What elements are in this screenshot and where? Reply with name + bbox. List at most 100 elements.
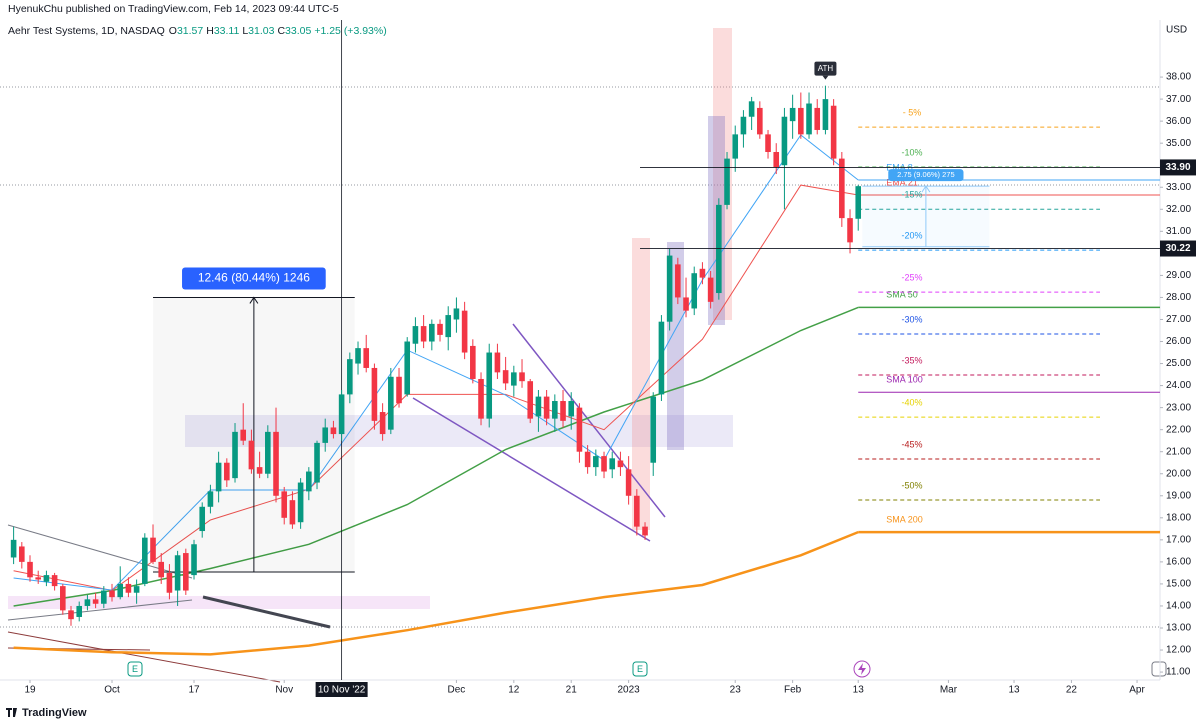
price-line-box: [1160, 159, 1196, 176]
candle-body: [642, 526, 648, 536]
candle-body: [445, 315, 452, 338]
candle-body: [666, 255, 673, 322]
candle-body: [478, 378, 484, 419]
y-tick-label: 16.00: [1166, 557, 1191, 568]
y-tick-label: 21.00: [1166, 446, 1191, 457]
indicator-line: [13, 134, 859, 591]
indicator-label: SMA 200: [886, 515, 923, 525]
y-tick-label: 22.00: [1166, 424, 1191, 435]
candle-body: [748, 101, 755, 117]
candle-body: [207, 491, 214, 507]
candle-body: [658, 321, 665, 395]
symbol-line: Aehr Test Systems, 1D, NASDAQ O31.57 H33.1…: [8, 25, 387, 37]
candle-body: [388, 376, 394, 430]
candle-body: [765, 134, 771, 152]
candle-body: [855, 186, 862, 219]
y-tick-label: 19.00: [1166, 490, 1191, 501]
candle-body: [453, 308, 460, 320]
x-tick-label: 17: [188, 685, 200, 696]
y-tick-label: 25.00: [1166, 358, 1191, 369]
candle-body: [133, 586, 140, 593]
x-tick-label: 13: [853, 685, 865, 696]
fib-label: -40%: [901, 397, 922, 407]
candle-body: [10, 539, 17, 558]
candle-body: [273, 431, 279, 496]
arrow-head: [249, 296, 259, 304]
candle-body: [355, 348, 361, 364]
candle-body: [699, 268, 706, 278]
svg-text:E: E: [637, 664, 643, 674]
y-tick-label: 17.00: [1166, 534, 1191, 545]
y-tick-label: 13.00: [1166, 623, 1191, 634]
brand-logo: [6, 708, 17, 717]
candle-body: [789, 107, 796, 122]
candle-body: [560, 401, 566, 421]
y-tick-label: 28.00: [1166, 292, 1191, 303]
fib-label: -20%: [901, 230, 922, 240]
candle-body: [215, 462, 222, 492]
candle-body: [576, 407, 583, 452]
ohlc-key: L: [242, 25, 248, 37]
y-tick-label: 31.00: [1166, 226, 1191, 237]
y-tick-label: 33.00: [1166, 182, 1191, 193]
x-tick-label: 21: [566, 685, 578, 696]
candle-body: [798, 107, 804, 135]
candle-body: [634, 495, 640, 527]
price-line-box: [1160, 240, 1196, 257]
candle-body: [437, 323, 443, 335]
candle-body: [224, 462, 230, 481]
candle-body: [543, 396, 550, 419]
candle-body: [191, 544, 197, 576]
ohlc-value: 33.05: [285, 25, 311, 37]
marker-pointer: [822, 75, 829, 80]
candle-body: [363, 348, 370, 368]
fib-label: -35%: [901, 355, 922, 365]
candle-body: [297, 482, 304, 523]
candle-body: [830, 105, 837, 159]
candle-body: [420, 326, 427, 342]
candle-body: [371, 367, 378, 421]
change: +1.25 (+3.93%): [314, 25, 386, 37]
candle-body: [502, 370, 509, 384]
ohlc-key: C: [277, 25, 285, 37]
candle-body: [379, 412, 386, 435]
candle-body: [757, 107, 763, 135]
candle-body: [199, 506, 206, 532]
earnings-icon[interactable]: [1151, 661, 1167, 677]
y-tick-label: 38.00: [1166, 72, 1191, 83]
measure-box: [182, 267, 326, 290]
candle-body: [183, 553, 189, 591]
candle-body: [322, 427, 329, 443]
candle-body: [691, 273, 698, 309]
candle-body: [265, 431, 271, 474]
trend-line: [412, 397, 651, 542]
y-tick-label: 24.00: [1166, 380, 1191, 391]
x-tick-label: Nov: [275, 685, 293, 696]
candle-body: [256, 467, 263, 474]
event-icon[interactable]: [853, 660, 871, 678]
candle-body: [43, 575, 50, 582]
candle-body: [519, 372, 525, 382]
marker-box: [814, 61, 837, 76]
candle-body: [527, 381, 534, 419]
indicator-label: EMA 21: [886, 177, 918, 187]
ohlc-value: 33.11: [214, 25, 240, 37]
candle-body: [839, 158, 845, 219]
candle-body: [240, 429, 247, 441]
candle-body: [289, 500, 296, 525]
y-tick-label: 12.00: [1166, 645, 1191, 656]
y-tick-label: 36.00: [1166, 116, 1191, 127]
earnings-icon[interactable]: E: [127, 661, 143, 677]
candle-body: [314, 442, 320, 483]
symbol: Aehr Test Systems, 1D, NASDAQ: [8, 25, 165, 37]
candle-body: [593, 456, 599, 468]
candle-body: [732, 134, 739, 159]
x-tick-label: Feb: [784, 685, 802, 696]
earnings-icon[interactable]: E: [632, 661, 648, 677]
trend-line: [202, 595, 331, 629]
measure-label: 12.46 (80.44%) 1246: [198, 271, 310, 285]
candle-body: [347, 359, 353, 395]
x-tick-label: Mar: [940, 685, 958, 696]
candle-body: [68, 610, 74, 620]
trend-line: [512, 323, 666, 518]
